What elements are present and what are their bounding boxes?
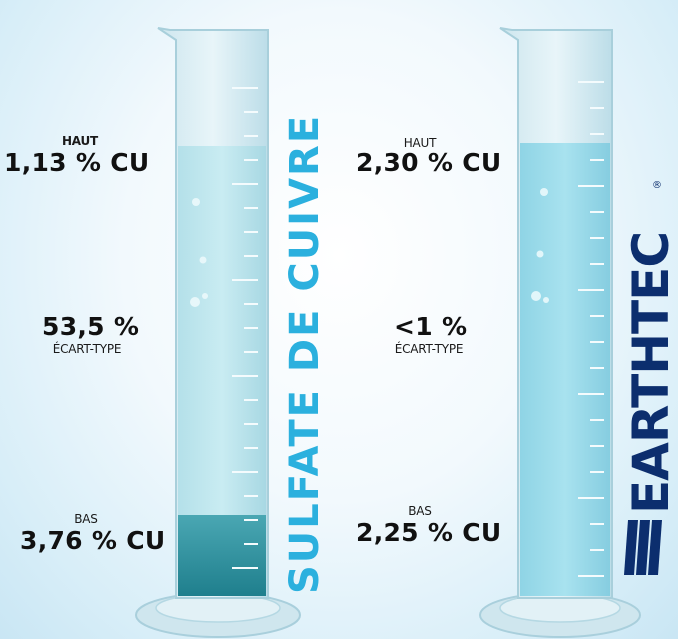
left-haut-value: 1,13 % CU [4, 148, 150, 177]
right-bas-label: BAS [408, 504, 432, 518]
right-liquid [520, 143, 610, 596]
left-sd-value: 53,5 % [42, 312, 140, 341]
right-bas-value: 2,25 % CU [356, 518, 502, 547]
right-haut-value: 2,30 % CU [356, 148, 502, 177]
left-bas-value: 3,76 % CU [20, 526, 166, 555]
earthtec-brand: EARTHTEC [622, 231, 678, 514]
left-haut-label: HAUT [61, 134, 99, 148]
earthtec-logo-stripes [624, 520, 662, 575]
right-sd-label: ÉCART-TYPE [394, 342, 464, 356]
left-graduation-ticks [232, 87, 258, 569]
registered-mark: ® [652, 180, 662, 191]
sulfate-de-cuivre-title: SULFATE DE CUIVRE [282, 113, 328, 594]
right-graduation-ticks [578, 81, 604, 577]
right-sd-value: <1 % [394, 312, 468, 341]
right-haut-label: HAUT [403, 136, 437, 150]
left-bas-label: BAS [74, 512, 98, 526]
left-sediment [178, 515, 266, 596]
left-sd-label: ÉCART-TYPE [52, 342, 122, 356]
